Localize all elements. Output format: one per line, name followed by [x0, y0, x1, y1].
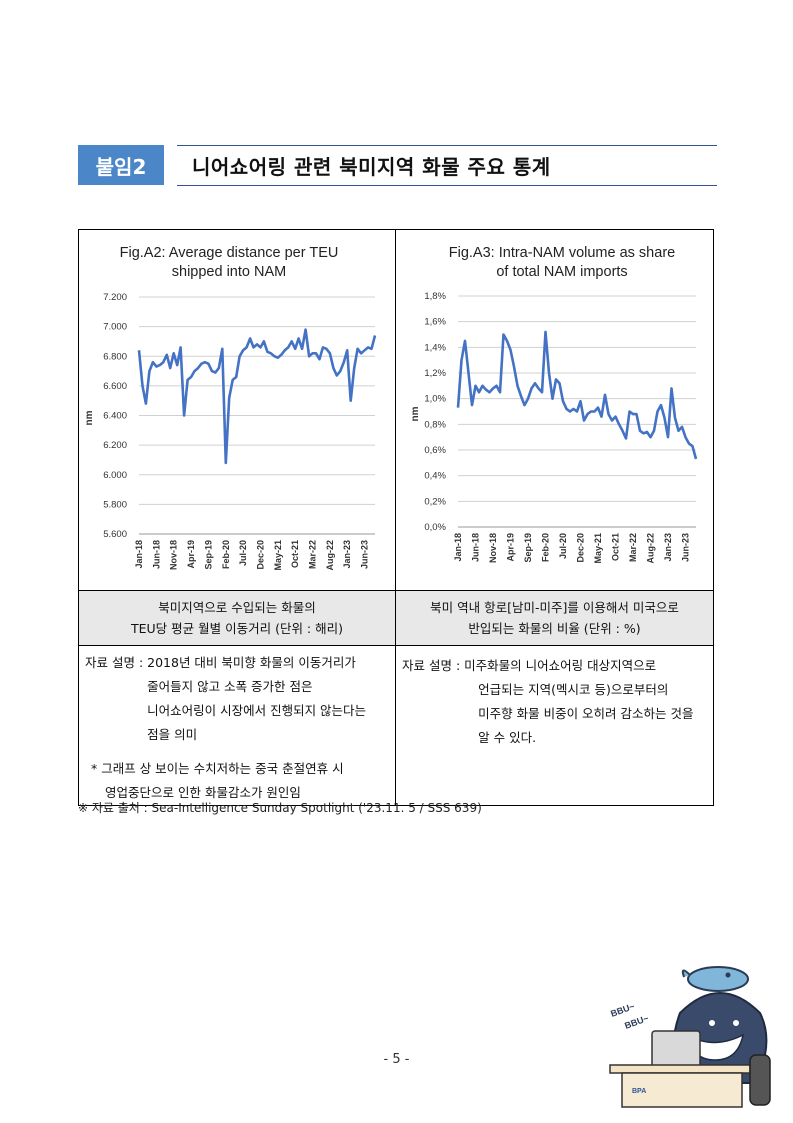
chart-right-title-2: of total NAM imports — [496, 264, 627, 280]
note-right-line-4: 알 수 있다. — [478, 730, 537, 745]
caption-right-line-1: 북미 역내 항로[남미-미주]를 이용해서 미국으로 — [430, 600, 679, 615]
xtick-label: Apr-19 — [506, 533, 516, 562]
ytick-label: 1,0% — [424, 394, 446, 405]
ytick-label: 0,2% — [424, 496, 446, 507]
ytick-label: 1,6% — [424, 317, 446, 328]
share-line-chart: Fig.A3: Intra-NAM volume as share of tot… — [410, 245, 698, 564]
xtick-label: Sep-19 — [203, 540, 213, 570]
ytick-label: 6.800 — [103, 351, 127, 362]
ytick-label: 1,4% — [424, 342, 446, 353]
mascot-speech-2: BBU~ — [623, 1013, 650, 1031]
ytick-label: 6.000 — [103, 470, 127, 481]
xtick-label: Jul-20 — [558, 533, 568, 559]
ytick-label: 7.000 — [103, 322, 127, 333]
note-right-line-3: 미주향 화물 비중이 오히려 감소하는 것을 — [478, 706, 694, 721]
header-rule-bottom — [177, 185, 717, 186]
series-line-distance — [137, 328, 377, 465]
source-note: ※ 자료 출처 : Sea-Intelligence Sunday Spotli… — [78, 801, 482, 815]
series-line-share — [456, 330, 698, 460]
ytick-label: 1,8% — [424, 291, 446, 302]
distance-line-chart: Fig.A2: Average distance per TEU shipped… — [84, 245, 377, 571]
mascot-logo: BPA — [632, 1088, 646, 1095]
chart-cell-right: Fig.A3: Intra-NAM volume as share of tot… — [395, 229, 714, 591]
note-left-label: 자료 설명 : — [85, 655, 148, 670]
caption-left-line-2: TEU당 평균 월별 이동거리 (단위 : 해리) — [131, 621, 343, 636]
caption-left-line-1: 북미지역으로 수입되는 화물의 — [158, 600, 316, 615]
xtick-label: May-21 — [593, 533, 603, 564]
xtick-label: May-21 — [273, 540, 283, 571]
xtick-label: Oct-21 — [290, 540, 300, 568]
chart-left-ylabel: nm — [84, 410, 95, 425]
statistics-table: Fig.A2: Average distance per TEU shipped… — [78, 229, 714, 806]
ytick-label: 6.400 — [103, 411, 127, 422]
ytick-label: 5.800 — [103, 499, 127, 510]
xtick-label: Nov-18 — [169, 540, 179, 570]
chart-cell-left: Fig.A2: Average distance per TEU shipped… — [78, 229, 396, 591]
xtick-label: Feb-20 — [541, 533, 551, 562]
header-rule-top — [177, 145, 717, 146]
xtick-label: Sep-19 — [523, 533, 533, 563]
whale-mascot-illustration: BBU~ BBU~ BPA — [609, 966, 771, 1108]
note-left: 자료 설명 : 2018년 대비 북미향 화물의 이동거리가 줄어들지 않고 소… — [78, 645, 396, 806]
note-right: 자료 설명 : 미주화물의 니어쇼어링 대상지역으로 언급되는 지역(멕시코 등… — [395, 645, 714, 806]
xtick-label: Jul-20 — [238, 540, 248, 566]
xtick-label: Aug-22 — [325, 540, 335, 571]
page-title: 니어쇼어링 관련 북미지역 화물 주요 통계 — [192, 155, 551, 179]
ytick-label: 0,0% — [424, 522, 446, 533]
xtick-label: Jun-23 — [360, 540, 370, 569]
ytick-label: 6.600 — [103, 381, 127, 392]
xtick-label: Jan-18 — [134, 540, 144, 569]
note-left-line-1: 2018년 대비 북미향 화물의 이동거리가 — [147, 655, 356, 670]
xtick-label: Jan-23 — [342, 540, 352, 569]
xtick-label: Mar-22 — [628, 533, 638, 562]
ytick-label: 1,2% — [424, 368, 446, 379]
xtick-label: Nov-18 — [488, 533, 498, 563]
caption-right: 북미 역내 항로[남미-미주]를 이용해서 미국으로 반입되는 화물의 비율 (… — [395, 590, 714, 646]
chart-left-title-1: Fig.A2: Average distance per TEU — [120, 245, 339, 261]
chart-left-title-2: shipped into NAM — [172, 264, 286, 280]
caption-right-line-2: 반입되는 화물의 비율 (단위 : %) — [468, 621, 641, 636]
page-number: - 5 - — [383, 1052, 410, 1067]
ytick-label: 6.200 — [103, 440, 127, 451]
note-left-line-3: 니어쇼어링이 시장에서 진행되지 않는다는 — [147, 703, 367, 718]
chart-right-ylabel: nm — [410, 406, 421, 421]
chart-right-title-1: Fig.A3: Intra-NAM volume as share — [449, 245, 675, 261]
note-left-line-2: 줄어들지 않고 소폭 증가한 점은 — [147, 679, 313, 694]
note-right-label: 자료 설명 : — [402, 658, 465, 673]
caption-left: 북미지역으로 수입되는 화물의 TEU당 평균 월별 이동거리 (단위 : 해리… — [78, 590, 396, 646]
ytick-label: 0,6% — [424, 445, 446, 456]
note-left-line-4: 점을 의미 — [147, 727, 198, 742]
ytick-label: 0,4% — [424, 471, 446, 482]
xtick-label: Dec-20 — [576, 533, 586, 563]
xtick-label: Oct-21 — [611, 533, 621, 561]
xtick-label: Aug-22 — [646, 533, 656, 564]
xtick-label: Mar-22 — [308, 540, 318, 569]
ytick-label: 0,8% — [424, 419, 446, 430]
appendix-badge: 붙임2 — [78, 145, 164, 185]
xtick-label: Jun-18 — [151, 540, 161, 569]
xtick-label: Jun-23 — [681, 533, 691, 562]
xtick-label: Apr-19 — [186, 540, 196, 569]
ytick-label: 7.200 — [103, 292, 127, 303]
note-left-footnote-1: * 그래프 상 보이는 수치저하는 중국 춘절연휴 시 — [91, 761, 344, 776]
xtick-label: Dec-20 — [255, 540, 265, 570]
xtick-label: Jan-18 — [453, 533, 463, 562]
mascot-speech-1: BBU~ — [609, 1001, 636, 1019]
note-left-footnote-2: 영업중단으로 인한 화물감소가 원인임 — [105, 785, 301, 800]
xtick-label: Jun-18 — [471, 533, 481, 562]
xtick-label: Jan-23 — [663, 533, 673, 562]
ytick-label: 5.600 — [103, 529, 127, 540]
note-right-line-1: 미주화물의 니어쇼어링 대상지역으로 — [464, 658, 657, 673]
xtick-label: Feb-20 — [221, 540, 231, 569]
note-right-line-2: 언급되는 지역(멕시코 등)으로부터의 — [478, 682, 669, 697]
